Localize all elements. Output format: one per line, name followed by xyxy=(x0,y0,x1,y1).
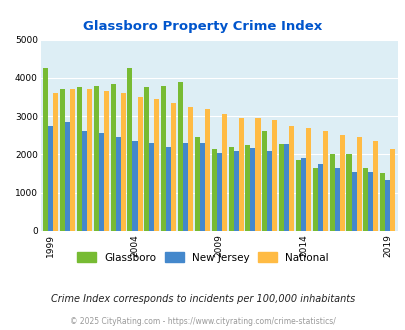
Bar xyxy=(211,149,216,231)
Bar xyxy=(284,145,288,231)
Bar xyxy=(216,152,221,231)
Bar xyxy=(154,99,159,231)
Bar xyxy=(351,172,356,231)
Bar xyxy=(183,143,188,231)
Bar xyxy=(228,147,233,231)
Bar xyxy=(120,93,126,231)
Bar xyxy=(288,126,294,231)
Bar xyxy=(295,160,300,231)
Bar xyxy=(65,122,70,231)
Bar xyxy=(137,97,142,231)
Bar xyxy=(300,158,305,231)
Text: © 2025 CityRating.com - https://www.cityrating.com/crime-statistics/: © 2025 CityRating.com - https://www.city… xyxy=(70,317,335,326)
Bar xyxy=(77,87,82,231)
Bar xyxy=(194,137,199,231)
Bar xyxy=(60,89,65,231)
Bar xyxy=(367,172,373,231)
Bar xyxy=(272,120,277,231)
Bar xyxy=(188,107,193,231)
Bar xyxy=(94,85,98,231)
Bar xyxy=(199,143,205,231)
Bar xyxy=(205,109,209,231)
Bar xyxy=(250,148,255,231)
Bar xyxy=(322,131,327,231)
Bar xyxy=(144,87,149,231)
Bar xyxy=(379,173,384,231)
Bar xyxy=(82,131,87,231)
Text: Glassboro Property Crime Index: Glassboro Property Crime Index xyxy=(83,20,322,33)
Bar xyxy=(115,137,120,231)
Bar xyxy=(149,143,154,231)
Bar xyxy=(255,118,260,231)
Bar xyxy=(329,154,334,231)
Bar xyxy=(266,151,272,231)
Bar xyxy=(104,91,109,231)
Bar xyxy=(87,89,92,231)
Bar xyxy=(305,128,310,231)
Bar xyxy=(262,131,266,231)
Bar xyxy=(362,168,367,231)
Bar xyxy=(245,145,250,231)
Bar xyxy=(110,83,115,231)
Bar xyxy=(384,181,389,231)
Bar xyxy=(127,68,132,231)
Bar xyxy=(70,89,75,231)
Bar xyxy=(98,133,104,231)
Bar xyxy=(43,68,48,231)
Bar xyxy=(345,154,351,231)
Bar xyxy=(317,164,322,231)
Bar xyxy=(161,85,166,231)
Text: Crime Index corresponds to incidents per 100,000 inhabitants: Crime Index corresponds to incidents per… xyxy=(51,294,354,304)
Bar xyxy=(221,114,226,231)
Bar xyxy=(48,126,53,231)
Bar xyxy=(334,168,339,231)
Bar xyxy=(312,168,317,231)
Bar xyxy=(356,137,361,231)
Legend: Glassboro, New Jersey, National: Glassboro, New Jersey, National xyxy=(73,248,332,267)
Bar xyxy=(132,141,137,231)
Bar xyxy=(177,82,183,231)
Bar xyxy=(171,103,176,231)
Bar xyxy=(166,147,171,231)
Bar xyxy=(238,118,243,231)
Bar xyxy=(233,150,238,231)
Bar xyxy=(339,135,344,231)
Bar xyxy=(389,149,394,231)
Bar xyxy=(53,93,58,231)
Bar xyxy=(373,141,377,231)
Bar xyxy=(278,144,284,231)
